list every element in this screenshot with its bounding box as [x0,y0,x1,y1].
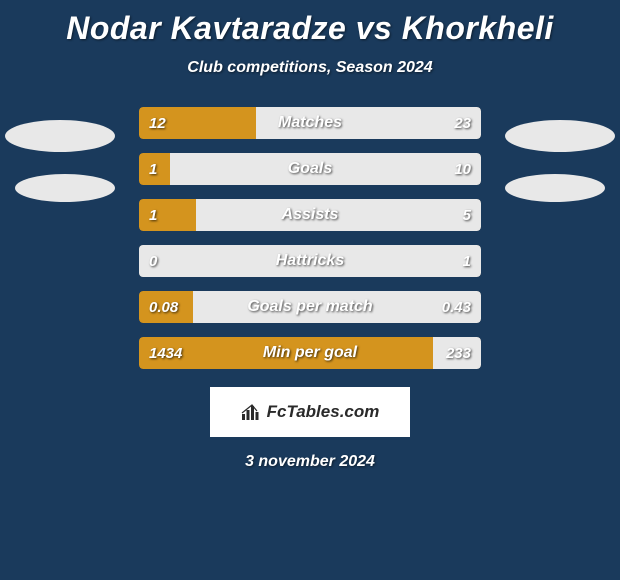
stat-row: 1Assists5 [139,199,481,231]
stat-label: Hattricks [139,252,481,270]
logo-box: FcTables.com [210,387,410,437]
stat-label: Goals per match [139,298,481,316]
stat-row: 1Goals10 [139,153,481,185]
stat-label: Goals [139,160,481,178]
stat-value-right: 10 [454,161,471,178]
stats-inner: 12Matches231Goals101Assists50Hattricks10… [139,107,481,369]
stat-row: 0Hattricks1 [139,245,481,277]
stat-value-right: 23 [454,115,471,132]
bar-chart-icon [241,402,261,422]
stat-value-right: 1 [463,253,471,270]
page-subtitle: Club competitions, Season 2024 [0,59,620,77]
stat-label: Matches [139,114,481,132]
page-title: Nodar Kavtaradze vs Khorkheli [0,0,620,47]
date-line: 3 november 2024 [0,453,620,471]
stats-container: 12Matches231Goals101Assists50Hattricks10… [70,107,550,369]
stat-label: Min per goal [139,344,481,362]
stat-row: 12Matches23 [139,107,481,139]
stat-row: 0.08Goals per match0.43 [139,291,481,323]
logo-text: FcTables.com [267,402,380,422]
stat-label: Assists [139,206,481,224]
stat-row: 1434Min per goal233 [139,337,481,369]
stat-value-right: 5 [463,207,471,224]
stat-value-right: 233 [446,345,471,362]
stat-value-right: 0.43 [442,299,471,316]
